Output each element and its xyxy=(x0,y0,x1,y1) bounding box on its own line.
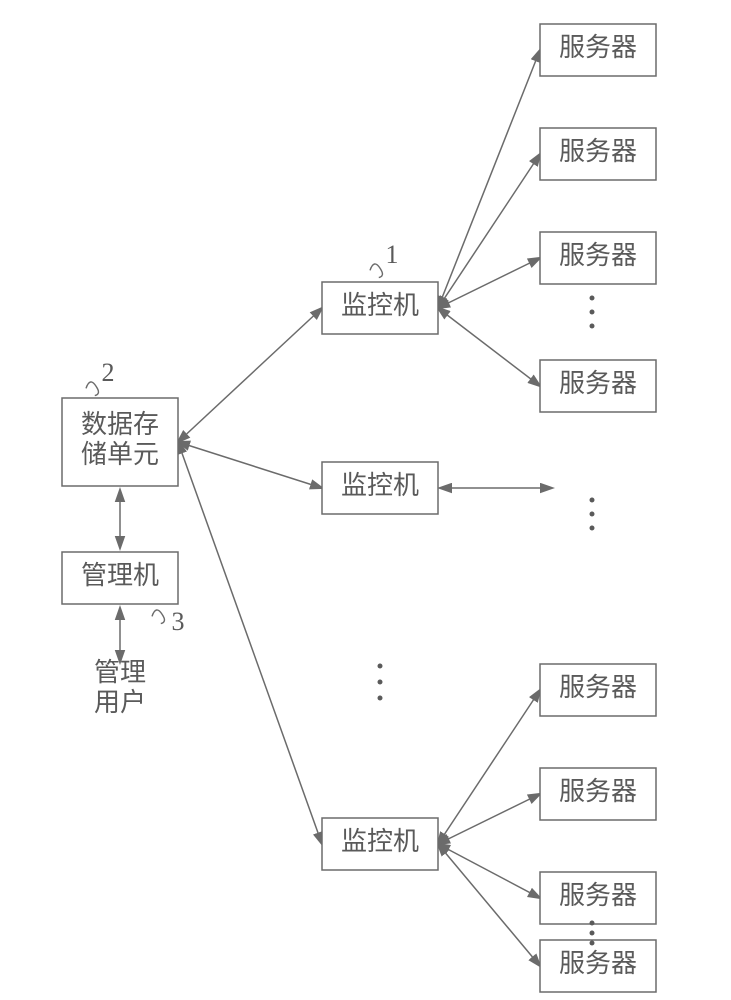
free-label-mgmt_user-1: 用户 xyxy=(94,688,146,717)
node-s1d: 服务器 xyxy=(540,360,656,412)
node-mon3: 监控机 xyxy=(322,818,438,870)
node-s3d: 服务器 xyxy=(540,940,656,992)
node-s3d-label: 服务器 xyxy=(559,949,637,978)
edge-storage-mon3 xyxy=(178,442,322,844)
node-manager-label: 管理机 xyxy=(81,561,159,590)
node-manager: 管理机 xyxy=(62,552,178,604)
node-s1c: 服务器 xyxy=(540,232,656,284)
ref-label-r2: 2 xyxy=(102,358,115,387)
ref-mark-r1 xyxy=(370,264,382,278)
node-s3b-label: 服务器 xyxy=(559,777,637,806)
edge-mon1-s1d xyxy=(438,308,540,386)
edge-mon3-s3a xyxy=(438,690,540,844)
node-s3b: 服务器 xyxy=(540,768,656,820)
ref-label-r1: 1 xyxy=(386,240,399,269)
vdots-3-dot-0 xyxy=(590,921,595,926)
vdots-0-dot-1 xyxy=(590,310,595,315)
node-mon1: 监控机 xyxy=(322,282,438,334)
node-storage-label-1: 储单元 xyxy=(81,440,159,469)
vdots-0-dot-2 xyxy=(590,324,595,329)
node-s3c: 服务器 xyxy=(540,872,656,924)
edge-mon3-s3b xyxy=(438,794,540,844)
vdots-3-dot-1 xyxy=(590,931,595,936)
edge-storage-mon2 xyxy=(178,442,322,488)
edge-mon3-s3d xyxy=(438,844,540,966)
node-s3a: 服务器 xyxy=(540,664,656,716)
edge-mon1-s1a xyxy=(438,50,540,308)
node-mon1-label: 监控机 xyxy=(341,291,419,320)
diagram-canvas: 123数据存储单元管理机监控机监控机监控机服务器服务器服务器服务器服务器服务器服… xyxy=(0,0,731,1000)
edge-storage-mon1 xyxy=(178,308,322,442)
node-mon2: 监控机 xyxy=(322,462,438,514)
vdots-3-dot-2 xyxy=(590,941,595,946)
ref-label-r3: 3 xyxy=(172,607,185,636)
node-storage: 数据存储单元 xyxy=(62,398,178,486)
node-s1d-label: 服务器 xyxy=(559,369,637,398)
vdots-1-dot-0 xyxy=(590,498,595,503)
vdots-2-dot-2 xyxy=(378,696,383,701)
node-mon3-label: 监控机 xyxy=(341,827,419,856)
vdots-2-dot-1 xyxy=(378,680,383,685)
ref-mark-r3 xyxy=(152,610,164,624)
node-mon2-label: 监控机 xyxy=(341,471,419,500)
vdots-0-dot-0 xyxy=(590,296,595,301)
node-s1a-label: 服务器 xyxy=(559,33,637,62)
node-s3c-label: 服务器 xyxy=(559,881,637,910)
node-s1a: 服务器 xyxy=(540,24,656,76)
edge-mon1-s1c xyxy=(438,258,540,308)
node-s3a-label: 服务器 xyxy=(559,673,637,702)
node-s1c-label: 服务器 xyxy=(559,241,637,270)
vdots-1-dot-2 xyxy=(590,526,595,531)
edge-mon3-s3c xyxy=(438,844,540,898)
node-storage-label-0: 数据存 xyxy=(81,410,159,439)
node-s1b: 服务器 xyxy=(540,128,656,180)
free-label-mgmt_user-0: 管理 xyxy=(94,658,146,687)
vdots-2-dot-0 xyxy=(378,664,383,669)
node-s1b-label: 服务器 xyxy=(559,137,637,166)
vdots-1-dot-1 xyxy=(590,512,595,517)
ref-mark-r2 xyxy=(86,382,98,396)
